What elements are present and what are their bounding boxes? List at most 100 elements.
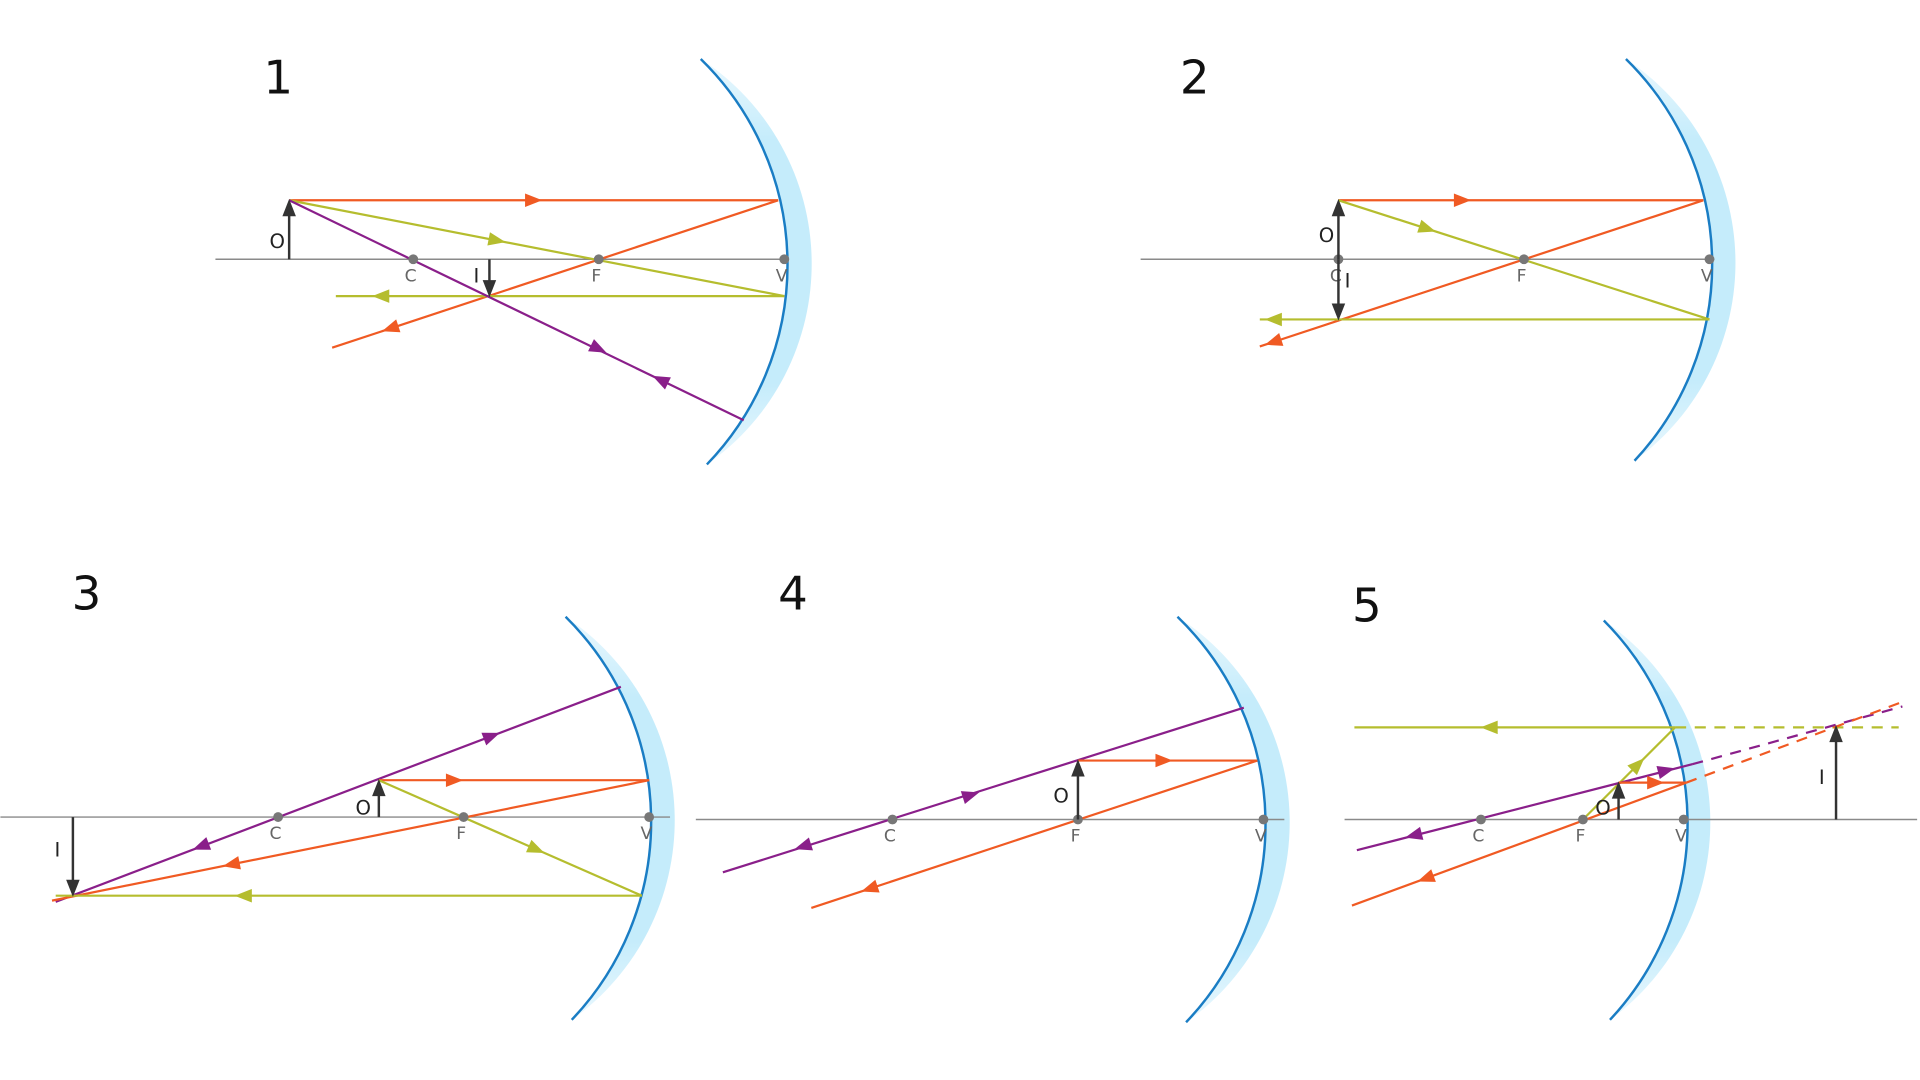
ray-virtual-extension (1691, 705, 1903, 766)
image-arrow-head-icon (66, 879, 80, 897)
label-focus: F (1576, 827, 1586, 847)
ray-center-return-arrow-icon (794, 837, 813, 851)
label-focus: F (456, 824, 466, 844)
ray-center-arrow-icon (960, 791, 980, 804)
label-focus: F (1071, 827, 1081, 847)
label-focus: F (1517, 266, 1527, 286)
ray-reflected-focal (810, 759, 1258, 910)
panel-number: 2 (1180, 51, 1210, 105)
ray-through-focus-arrow-icon (487, 232, 506, 246)
vertex-point (779, 254, 790, 265)
ray-parallel-arrow-icon (1155, 753, 1173, 768)
ray-center-arrow-icon (481, 732, 500, 746)
label-object: O (1053, 784, 1068, 807)
ray-reflected-focal (1351, 781, 1687, 907)
panel-3: 3 C F V O I (0, 567, 675, 1021)
mirror-body (700, 58, 812, 465)
mirror-body (565, 616, 675, 1020)
ray-reflected-focal-arrow-icon (381, 319, 401, 333)
panel-5: 5 C F V O I (1344, 580, 1918, 1021)
panel-2: 2 C F V OI (1140, 51, 1736, 462)
ray-through-focus-arrow-icon (1417, 219, 1436, 233)
object-arrow-head-icon (372, 778, 386, 797)
ray-virtual-extension (1685, 701, 1901, 784)
label-image: I (1345, 270, 1351, 293)
ray-center-arrow-icon (588, 339, 607, 353)
label-vertex: V (1255, 827, 1267, 847)
image-arrow-head-icon (1331, 303, 1346, 321)
vertex-point (1258, 814, 1269, 825)
ray-parallel-arrow-icon (525, 193, 543, 208)
label-center: C (1472, 827, 1484, 847)
object-arrow-head-icon (282, 199, 296, 217)
panel-4: 4 C F V O (695, 567, 1290, 1024)
object-arrow-head-icon (1611, 781, 1626, 799)
panel-number: 3 (72, 567, 102, 621)
image-arrow-head-icon (482, 280, 497, 298)
ray-reflected-focal (1259, 199, 1704, 348)
ray-parallel-arrow-icon (445, 773, 464, 787)
ray-reflected-parallel-arrow-icon (1264, 312, 1282, 327)
ray-through-center (55, 685, 622, 903)
ray-reflected-focal (51, 779, 650, 902)
ray-through-focus (288, 199, 785, 298)
label-focus: F (591, 266, 601, 286)
focal-point (593, 254, 604, 265)
label-object: O (1595, 797, 1610, 820)
mirror-surface (564, 615, 653, 1021)
label-vertex: V (1701, 266, 1713, 286)
ray-parallel-arrow-icon (1647, 775, 1665, 790)
center-point (408, 254, 419, 265)
panel-1: 1 C F V O I (215, 51, 812, 466)
panel-number: 4 (778, 567, 808, 621)
mirror-body (1177, 616, 1290, 1023)
vertex-point (1678, 814, 1689, 825)
ray-center-arrow-icon (1656, 765, 1675, 780)
label-image: I (473, 265, 479, 288)
vertex-point (644, 812, 655, 822)
virtual-image-arrow-head-icon (1829, 724, 1843, 743)
ray-center-return-arrow-icon (1405, 826, 1424, 840)
label-object: O (1319, 224, 1334, 247)
label-center: C (884, 827, 896, 847)
label-vertex: V (776, 266, 788, 286)
label-object: O (269, 230, 284, 253)
object-arrow-head-icon (1331, 199, 1346, 217)
focal-point (1578, 814, 1588, 825)
ray-through-center (288, 199, 745, 422)
ray-reflected-focal-arrow-icon (1264, 332, 1284, 346)
ray-through-focus (378, 779, 643, 897)
ray-reflected-focal (331, 199, 779, 349)
mirror-body (1625, 58, 1736, 461)
center-point (273, 812, 284, 822)
label-image: I (54, 838, 60, 861)
ray-parallel-arrow-icon (1453, 193, 1472, 208)
object-arrow-head-icon (1071, 759, 1085, 777)
center-point (1476, 814, 1486, 825)
ray-from-focus (1582, 726, 1676, 821)
ray-center-return-arrow-icon (652, 375, 671, 390)
label-center: C (269, 824, 281, 844)
label-object: O (355, 797, 370, 820)
mirror-body (1603, 620, 1711, 1020)
ray-reflected-focal-arrow-icon (1417, 869, 1436, 882)
panel-number: 1 (263, 51, 293, 105)
ray-reflected-focal-arrow-icon (861, 879, 880, 893)
label-image: I (1819, 766, 1825, 789)
center-point (887, 814, 898, 825)
mirror-surface (699, 58, 789, 466)
label-center: C (1330, 266, 1342, 286)
ray-reflected-parallel-arrow-icon (1480, 720, 1498, 735)
label-center: C (405, 266, 417, 286)
ray-center-return-arrow-icon (192, 837, 212, 850)
ray-through-focus-arrow-icon (526, 839, 545, 853)
label-vertex: V (1675, 827, 1687, 847)
ray-reflected-parallel-arrow-icon (372, 289, 390, 303)
ray-reflected-parallel-arrow-icon (234, 888, 252, 903)
ray-from-focus-arrow-icon (1627, 758, 1645, 776)
focal-point (458, 812, 469, 822)
vertex-point (1704, 254, 1715, 265)
label-vertex: V (641, 824, 653, 844)
panel-number: 5 (1352, 580, 1382, 634)
